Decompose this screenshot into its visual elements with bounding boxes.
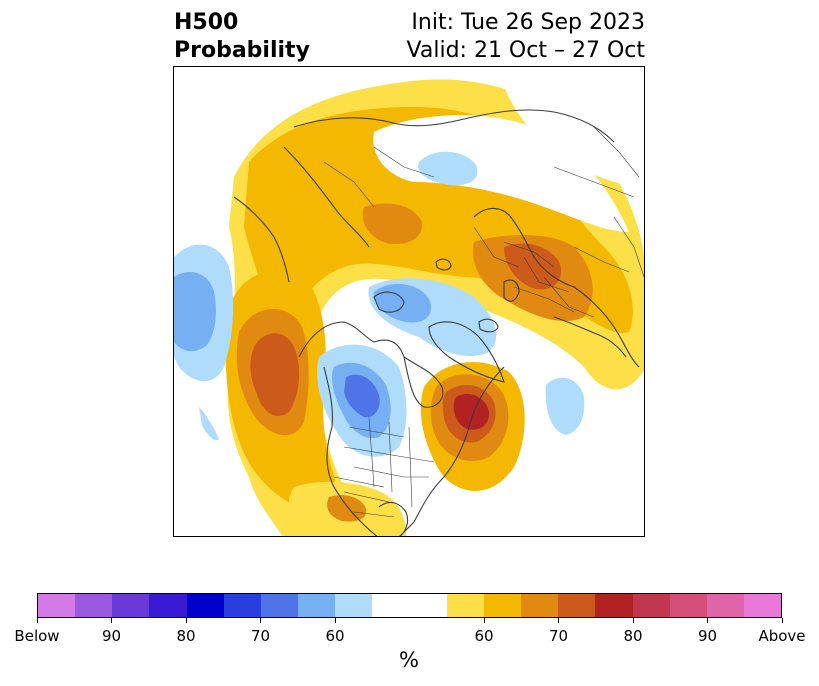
colorbar-segment bbox=[112, 594, 150, 617]
coast-british-isles bbox=[503, 279, 520, 302]
colorbar-tick-label: Below bbox=[14, 627, 60, 645]
probability-map bbox=[173, 66, 645, 537]
colorbar-segment bbox=[521, 594, 559, 617]
colorbar-segment bbox=[149, 594, 187, 617]
below-normal-pacific-strip bbox=[199, 407, 219, 441]
colorbar-segment bbox=[483, 594, 522, 617]
colorbar-tick-label: 80 bbox=[623, 627, 643, 645]
colorbar-tick-label: 70 bbox=[250, 627, 271, 645]
colorbar-tick bbox=[483, 618, 485, 623]
coast-greenland bbox=[428, 321, 505, 383]
title-left: H500 Probability bbox=[174, 9, 310, 65]
above-normal-mexico-core bbox=[327, 495, 367, 522]
colorbar-tick bbox=[185, 618, 187, 623]
title-product: Probability bbox=[174, 38, 310, 63]
colorbar-segment bbox=[38, 594, 76, 617]
coast-alaska bbox=[298, 321, 405, 358]
coast-europe bbox=[573, 286, 640, 368]
colorbar-unit-label: % bbox=[399, 648, 419, 672]
colorbar-tick bbox=[632, 618, 634, 623]
colorbar-tick-label: 90 bbox=[697, 627, 718, 645]
colorbar-tick-label: 80 bbox=[176, 627, 196, 645]
colorbar-tick-label: 60 bbox=[474, 627, 494, 645]
coast-arctic-islands bbox=[373, 291, 405, 313]
colorbar-tick-label: 60 bbox=[325, 627, 345, 645]
colorbar-tick bbox=[334, 618, 336, 623]
above-normal-region-east-core bbox=[504, 243, 562, 290]
coast-iceland bbox=[478, 318, 499, 333]
colorbar-tick bbox=[781, 618, 783, 623]
colorbar-segment bbox=[669, 594, 707, 617]
colorbar-segment bbox=[335, 594, 373, 617]
below-normal-pacific-65 bbox=[174, 272, 216, 352]
colorbar-tick-label: Above bbox=[758, 627, 806, 645]
colorbar-tick bbox=[707, 618, 708, 623]
colorbar-segment bbox=[260, 594, 299, 617]
colorbar-tick bbox=[558, 618, 559, 623]
coast-gulf bbox=[378, 501, 409, 536]
colorbar-tick bbox=[111, 618, 112, 623]
colorbar-segment bbox=[446, 594, 484, 617]
colorbar-segment bbox=[298, 594, 336, 617]
above-normal-region-arctic bbox=[362, 203, 423, 245]
coast-north-america-west bbox=[323, 366, 378, 536]
colorbar-segment bbox=[706, 594, 744, 617]
colorbar-tick bbox=[260, 618, 261, 623]
coast-hudson-bay bbox=[403, 356, 444, 408]
above-normal-atlantic-80 bbox=[453, 393, 490, 430]
colorbar-tick-label: 70 bbox=[548, 627, 569, 645]
below-normal-pole-65 bbox=[373, 283, 432, 323]
coast-svalbard bbox=[435, 258, 452, 271]
colorbar-segment bbox=[75, 594, 113, 617]
borders bbox=[323, 126, 644, 518]
below-normal-atlantic-east bbox=[545, 377, 585, 435]
colorbar-tick-label: 90 bbox=[101, 627, 122, 645]
near-normal-asia bbox=[504, 87, 644, 187]
colorbar-segment bbox=[409, 594, 447, 617]
map-canvas bbox=[174, 79, 644, 536]
title-variable: H500 bbox=[174, 10, 239, 35]
coast-mediterranean bbox=[553, 316, 627, 358]
colorbar-segment bbox=[595, 594, 633, 617]
coast-siberia bbox=[283, 146, 370, 248]
colorbar-segment bbox=[743, 594, 782, 617]
title-right: Init: Tue 26 Sep 2023 Valid: 21 Oct – 27… bbox=[407, 9, 645, 65]
below-normal-canada-70 bbox=[344, 374, 380, 418]
colorbar-segment bbox=[372, 594, 410, 617]
above-normal-pacific-75 bbox=[250, 333, 300, 416]
near-normal-eurasia bbox=[373, 115, 629, 232]
colorbar-segment bbox=[186, 594, 224, 617]
colorbar-tick bbox=[36, 618, 38, 623]
colorbar-segment bbox=[223, 594, 261, 617]
probability-fills bbox=[174, 79, 644, 536]
coast-north-america-east bbox=[398, 366, 505, 536]
colorbar bbox=[37, 593, 782, 618]
coast-scandinavia bbox=[473, 207, 575, 288]
colorbar-segment bbox=[558, 594, 596, 617]
valid-range: Valid: 21 Oct – 27 Oct bbox=[406, 38, 645, 63]
coastlines bbox=[233, 109, 640, 536]
coast-eurasia-north bbox=[293, 109, 615, 143]
colorbar-segment bbox=[632, 594, 670, 617]
coast-kamchatka bbox=[233, 196, 290, 283]
init-date: Init: Tue 26 Sep 2023 bbox=[411, 10, 645, 35]
